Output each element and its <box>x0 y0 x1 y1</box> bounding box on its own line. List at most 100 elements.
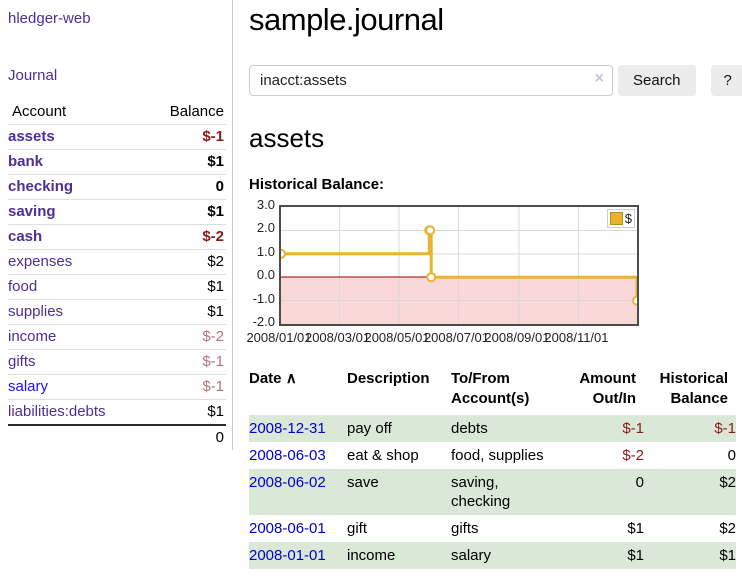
account-link[interactable]: bank <box>8 153 44 170</box>
account-heading: assets <box>249 123 325 153</box>
x-axis-tick-label: 2008/01/01 <box>246 330 312 345</box>
sidebar-item-journal[interactable]: Journal <box>8 67 58 84</box>
register-header-row: Date ∧ Description To/From Account(s) Am… <box>249 369 736 415</box>
account-link[interactable]: liabilities:debts <box>8 403 106 420</box>
chart-plot-area: $ <box>279 205 639 326</box>
transaction-date-link[interactable]: 2008-12-31 <box>249 420 326 437</box>
accounts-header-balance: Balance <box>169 103 224 120</box>
account-row: bank $1 <box>8 149 226 175</box>
transaction-date-link[interactable]: 2008-06-02 <box>249 474 326 491</box>
accounts-table: Account Balance assets $-1 bank $1 checking 0… <box>8 100 226 450</box>
search-form: × Search ? <box>249 65 742 96</box>
transaction-balance: $1 <box>719 547 736 564</box>
transaction-balance: $2 <box>719 474 736 491</box>
account-row: food $1 <box>8 274 226 300</box>
account-balance: $-2 <box>202 228 224 245</box>
account-row: checking 0 <box>8 174 226 200</box>
legend-label: $ <box>624 211 632 226</box>
transaction-amount: 0 <box>635 474 644 491</box>
account-balance: $1 <box>207 203 224 220</box>
transaction-date-link[interactable]: 2008-06-03 <box>249 447 326 464</box>
account-link[interactable]: gifts <box>8 353 36 370</box>
account-balance: $2 <box>207 253 224 270</box>
transaction-accounts: gifts <box>451 520 479 537</box>
register-header-date[interactable]: Date ∧ <box>249 370 297 387</box>
account-balance: $1 <box>207 153 224 170</box>
account-link[interactable]: assets <box>8 128 55 145</box>
account-balance: $-1 <box>202 353 224 370</box>
register-row: 2008-06-03 eat & shop food, supplies $-2 0 <box>249 442 736 469</box>
accounts-header-account: Account <box>12 103 67 120</box>
page-title: sample.journal <box>249 2 444 37</box>
account-link[interactable]: cash <box>8 228 43 245</box>
transaction-amount: $-2 <box>622 447 644 464</box>
register-row: 2008-06-02 save saving, checking 0 $2 <box>249 469 736 515</box>
x-axis-tick-label: 2008/03/01 <box>304 330 371 345</box>
account-balance: $1 <box>207 303 224 320</box>
account-row: income $-2 <box>8 324 226 350</box>
transaction-accounts: debts <box>451 420 488 437</box>
transaction-date-link[interactable]: 2008-01-01 <box>249 547 326 564</box>
main-content: sample.journal × Search ? assets Histori… <box>233 0 742 569</box>
transaction-description: gift <box>347 520 368 537</box>
account-link[interactable]: checking <box>8 178 74 195</box>
transaction-amount: $-1 <box>622 420 644 437</box>
x-axis-tick-label: 2008/09/01 <box>484 330 550 345</box>
chart-legend: $ <box>606 209 635 228</box>
account-row: expenses $2 <box>8 249 226 275</box>
sidebar-panel: hledger-web Journal Account Balance asse… <box>8 0 233 450</box>
account-link[interactable]: saving <box>8 203 56 220</box>
account-row: supplies $1 <box>8 299 226 325</box>
account-link[interactable]: supplies <box>8 303 64 320</box>
search-button[interactable]: Search <box>618 65 696 96</box>
account-balance: $1 <box>207 278 224 295</box>
app-title[interactable]: hledger-web <box>8 10 91 27</box>
register-header-amount: Amount Out/In <box>579 370 636 407</box>
account-row: saving $1 <box>8 199 226 225</box>
account-row: liabilities:debts $1 <box>8 399 226 426</box>
transaction-description: income <box>347 547 396 564</box>
account-link[interactable]: expenses <box>8 253 73 270</box>
register-header-balance: Historical Balance <box>659 370 728 407</box>
transaction-balance: 0 <box>727 447 736 464</box>
y-axis-tick-label: -1.0 <box>252 290 275 306</box>
register-header-accounts: To/From Account(s) <box>451 370 530 407</box>
balance-chart: $ 3.0 2.0 1.0 0.0 -1.0 -2.0 2008/01/01 2008/03… <box>246 197 742 345</box>
search-input[interactable] <box>249 65 613 96</box>
chart-title: Historical Balance: <box>249 176 385 193</box>
app-window: hledger-web Journal Account Balance asse… <box>0 0 742 569</box>
register-row: 2008-01-01 income salary $1 $1 <box>249 542 736 569</box>
y-axis-tick-label: 1.0 <box>256 243 275 259</box>
register-row: 2008-12-31 pay off debts $-1 $-1 <box>249 415 736 442</box>
transaction-accounts: saving, checking <box>451 474 511 510</box>
transaction-description: save <box>347 474 379 491</box>
help-button[interactable]: ? <box>710 65 742 96</box>
accounts-header-row: Account Balance <box>8 100 226 125</box>
account-balance: $-1 <box>202 378 224 395</box>
transaction-balance: $2 <box>719 520 736 537</box>
y-axis-tick-label: 2.0 <box>256 220 275 236</box>
account-row: salary $-1 <box>8 374 226 400</box>
accounts-total-row: 0 <box>8 425 226 450</box>
transaction-description: eat & shop <box>347 447 419 464</box>
search-field-wrap: × <box>249 65 613 96</box>
account-link[interactable]: food <box>8 278 38 295</box>
account-row: assets $-1 <box>8 124 226 150</box>
account-link[interactable]: salary <box>8 378 49 395</box>
transaction-accounts: food, supplies <box>451 447 544 464</box>
legend-swatch-icon <box>609 212 623 225</box>
account-row: cash $-2 <box>8 224 226 250</box>
transaction-description: pay off <box>347 420 392 437</box>
transaction-accounts: salary <box>451 547 492 564</box>
sidebar: hledger-web Journal Account Balance asse… <box>0 0 233 569</box>
x-axis-tick-label: 2008/07/01 <box>423 330 490 345</box>
clear-search-icon[interactable]: × <box>594 70 604 87</box>
y-axis-tick-label: 0.0 <box>256 267 275 283</box>
account-balance: $1 <box>207 403 224 420</box>
account-row: gifts $-1 <box>8 349 226 375</box>
y-axis-tick-label: -2.0 <box>252 314 275 329</box>
transaction-date-link[interactable]: 2008-06-01 <box>249 520 326 537</box>
account-balance: $-1 <box>202 128 224 145</box>
sort-ascending-icon: ∧ <box>285 370 297 387</box>
account-link[interactable]: income <box>8 328 57 345</box>
